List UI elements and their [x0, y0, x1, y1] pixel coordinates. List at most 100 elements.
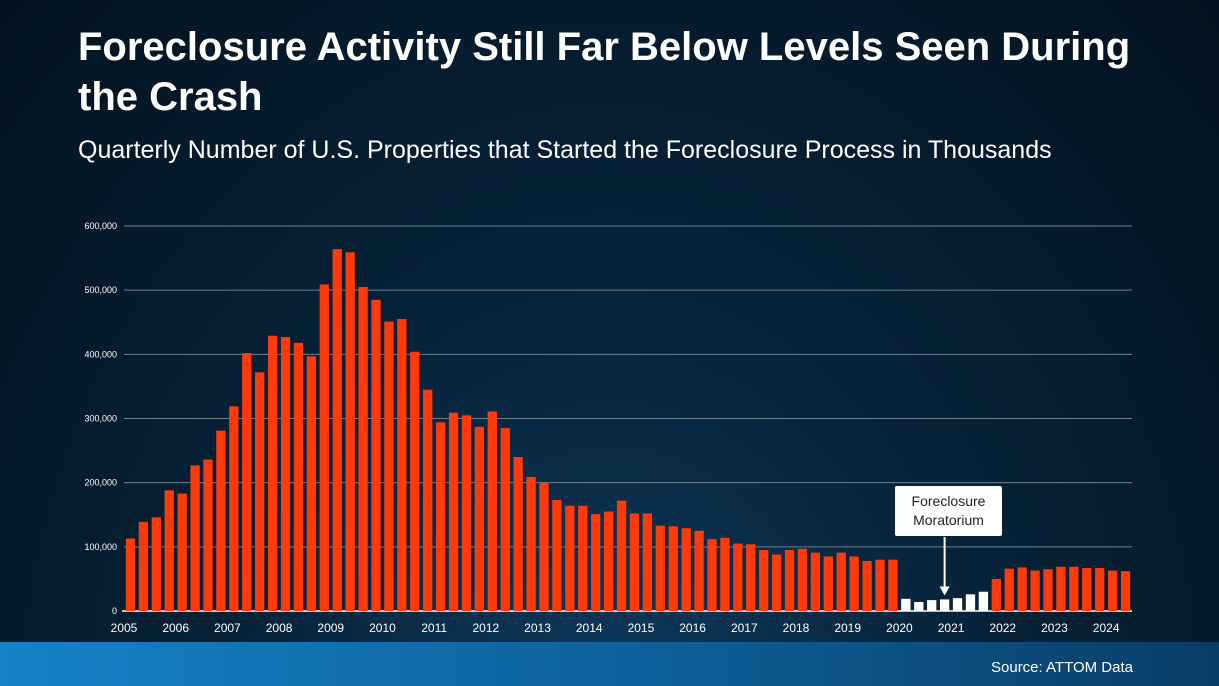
bar	[371, 299, 381, 611]
annotation-arrow	[939, 537, 950, 596]
y-tick-label: 0	[112, 606, 117, 616]
x-tick-label: 2022	[989, 621, 1016, 635]
bar	[642, 513, 653, 611]
x-tick-label: 2005	[111, 621, 138, 635]
bar	[1120, 571, 1131, 611]
x-tick-label: 2023	[1041, 621, 1068, 635]
bar	[565, 505, 575, 611]
bar	[267, 335, 278, 611]
x-tick-label: 2015	[628, 621, 655, 635]
x-tick-label: 2009	[317, 621, 344, 635]
bar	[1082, 568, 1092, 611]
bar	[578, 505, 588, 611]
bar	[125, 538, 136, 611]
bar	[1017, 567, 1027, 611]
bar	[190, 465, 200, 611]
bar	[746, 544, 756, 611]
bar	[810, 552, 821, 611]
y-tick-label: 300,000	[84, 414, 117, 424]
bar	[423, 389, 433, 611]
bar	[616, 500, 627, 611]
bar-moratorium	[914, 602, 924, 611]
bar	[410, 351, 420, 611]
bar	[448, 412, 459, 611]
bars	[125, 249, 1131, 611]
x-tick-label: 2007	[214, 621, 241, 635]
bar-moratorium	[939, 599, 950, 611]
x-axis-tick-labels: 2005 2006 2007 2008 2009 2010 2011 2012 2013 2014…	[111, 621, 1120, 635]
bar	[539, 482, 549, 611]
bar	[242, 353, 252, 611]
bar	[435, 422, 446, 611]
bar	[229, 406, 239, 611]
bar	[164, 490, 174, 611]
bar	[655, 525, 665, 611]
bar	[461, 415, 472, 611]
bar	[384, 321, 394, 611]
bar	[474, 426, 485, 611]
bar	[177, 493, 187, 611]
bar	[293, 342, 304, 611]
x-tick-label: 2014	[576, 621, 603, 635]
gridlines	[122, 225, 1132, 612]
x-tick-label: 2019	[834, 621, 861, 635]
bar	[552, 499, 562, 611]
footer-bar: Source: ATTOM Data	[0, 642, 1219, 686]
bar	[591, 514, 601, 611]
bar	[397, 319, 407, 611]
x-tick-label: 2021	[938, 621, 965, 635]
x-tick-label: 2013	[524, 621, 551, 635]
bar	[823, 556, 833, 611]
x-tick-label: 2012	[472, 621, 499, 635]
bar	[836, 552, 846, 611]
x-tick-label: 2017	[731, 621, 758, 635]
bar	[668, 526, 678, 611]
bar	[1043, 569, 1053, 611]
bar	[862, 560, 872, 611]
bar	[875, 559, 885, 611]
bar	[500, 428, 510, 611]
bar	[1030, 570, 1040, 611]
bar	[849, 556, 859, 611]
annotation-line-1: Foreclosure	[911, 493, 986, 509]
bar	[707, 539, 717, 611]
bar	[1107, 570, 1118, 611]
bar	[771, 554, 782, 611]
x-tick-label: 2024	[1093, 621, 1120, 635]
bar-chart: 0 100,000 200,000 300,000 400,000 500,000 600,…	[84, 221, 1132, 635]
bar	[1056, 566, 1066, 611]
bar-moratorium	[965, 594, 976, 611]
bar	[526, 476, 536, 611]
bar	[784, 550, 795, 611]
bar	[733, 543, 743, 611]
bar	[797, 548, 808, 611]
bar	[280, 337, 291, 611]
bar	[888, 559, 898, 611]
x-tick-label: 2018	[783, 621, 810, 635]
x-tick-label: 2006	[162, 621, 189, 635]
bar	[138, 521, 149, 611]
bar	[681, 528, 691, 611]
bar	[629, 513, 640, 611]
bar-moratorium	[901, 598, 911, 611]
x-tick-label: 2020	[886, 621, 913, 635]
bar	[991, 578, 1001, 611]
bar	[216, 430, 226, 611]
chart-subtitle: Quarterly Number of U.S. Properties that…	[78, 136, 1052, 164]
bar	[319, 284, 329, 611]
bar	[203, 459, 213, 611]
x-tick-label: 2016	[679, 621, 706, 635]
bar-moratorium	[978, 591, 989, 611]
y-tick-label: 400,000	[84, 349, 117, 359]
y-tick-label: 100,000	[84, 542, 117, 552]
bar	[513, 457, 523, 611]
bar	[151, 517, 161, 611]
y-axis-tick-labels: 0 100,000 200,000 300,000 400,000 500,000 600,…	[84, 221, 117, 616]
moratorium-annotation: Foreclosure Moratorium	[895, 486, 1002, 536]
bar	[720, 537, 730, 611]
y-tick-label: 600,000	[84, 221, 117, 231]
bar	[345, 252, 355, 611]
annotation-line-2: Moratorium	[913, 512, 984, 528]
bar-moratorium	[952, 598, 963, 611]
x-tick-label: 2008	[266, 621, 293, 635]
